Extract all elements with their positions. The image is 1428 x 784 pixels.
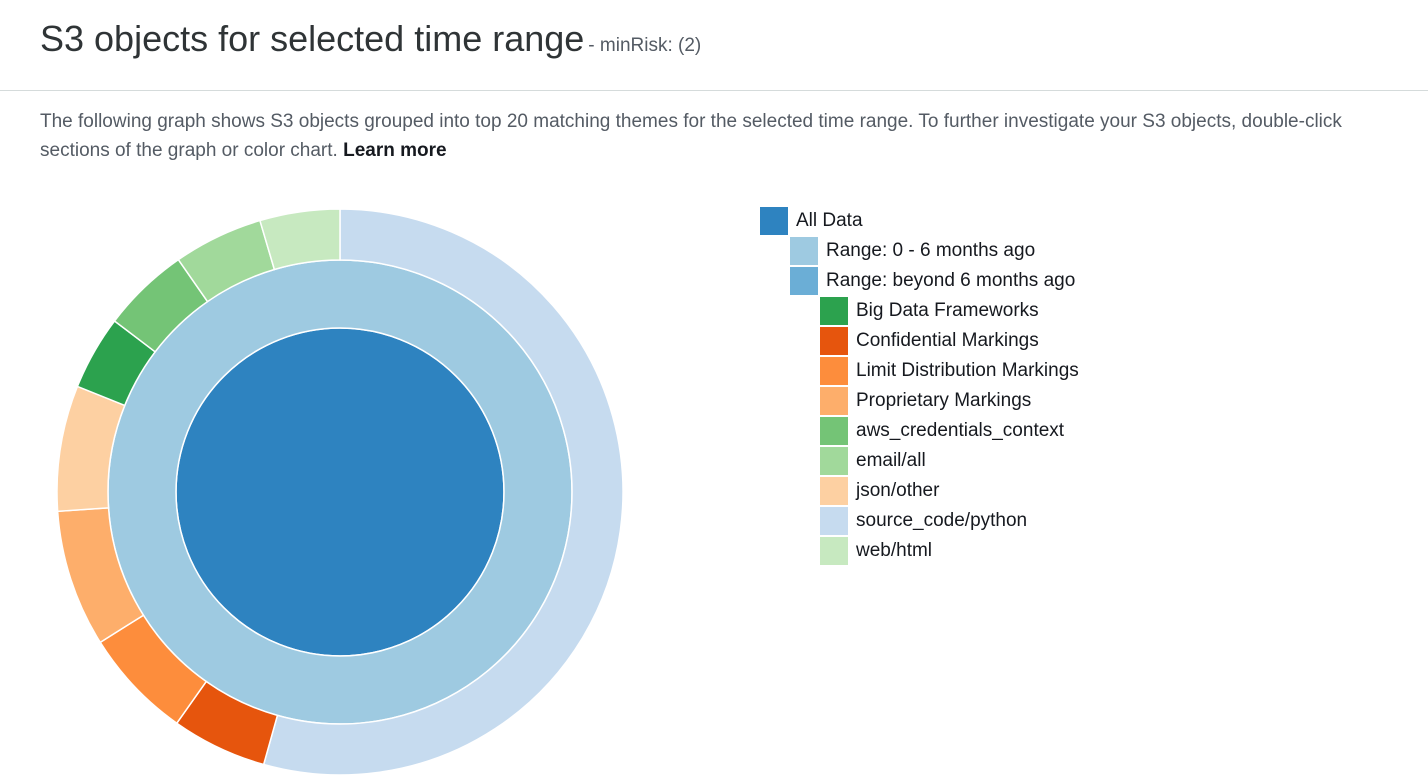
legend-label: email/all bbox=[856, 450, 926, 471]
title-text: S3 objects for selected time range bbox=[40, 18, 585, 59]
legend-item-web-html[interactable]: web/html bbox=[820, 537, 932, 565]
legend-item-range-beyond-6-months-ago[interactable]: Range: beyond 6 months ago bbox=[790, 267, 1075, 295]
min-risk-subtitle: - minRisk: (2) bbox=[588, 35, 702, 56]
legend-item-all-data[interactable]: All Data bbox=[760, 207, 863, 235]
legend-swatch bbox=[790, 237, 818, 265]
page-title: S3 objects for selected time range - minR… bbox=[40, 18, 701, 60]
legend-item-source-code-python[interactable]: source_code/python bbox=[820, 507, 1027, 535]
legend-label: Limit Distribution Markings bbox=[856, 360, 1079, 381]
legend-label: Big Data Frameworks bbox=[856, 300, 1039, 321]
legend-swatch bbox=[820, 387, 848, 415]
sunburst-chart[interactable] bbox=[0, 190, 680, 784]
sunburst-segment-web-html[interactable] bbox=[259, 208, 341, 271]
legend-item-range-0-6-months-ago[interactable]: Range: 0 - 6 months ago bbox=[790, 237, 1035, 265]
legend-label: aws_credentials_context bbox=[856, 420, 1065, 441]
legend-label: Range: beyond 6 months ago bbox=[826, 270, 1076, 291]
legend-item-proprietary-markings[interactable]: Proprietary Markings bbox=[820, 387, 1031, 415]
legend-label: json/other bbox=[856, 480, 940, 501]
legend-swatch bbox=[820, 507, 848, 535]
legend-swatch bbox=[820, 417, 848, 445]
legend-label: Proprietary Markings bbox=[856, 390, 1032, 411]
sunburst-segment-all-data[interactable] bbox=[175, 327, 505, 657]
legend-swatch bbox=[820, 297, 848, 325]
legend-label: All Data bbox=[796, 210, 863, 231]
legend-swatch bbox=[760, 207, 788, 235]
legend-label: source_code/python bbox=[856, 510, 1028, 531]
legend-item-aws-credentials-context[interactable]: aws_credentials_context bbox=[820, 417, 1064, 445]
legend-label: Range: 0 - 6 months ago bbox=[826, 240, 1036, 261]
legend-swatch bbox=[820, 357, 848, 385]
page-header: S3 objects for selected time range - minR… bbox=[0, 0, 1428, 91]
legend-item-limit-distribution-markings[interactable]: Limit Distribution Markings bbox=[820, 357, 1079, 385]
chart-description: The following graph shows S3 objects gro… bbox=[40, 107, 1410, 165]
legend-item-json-other[interactable]: json/other bbox=[820, 477, 939, 505]
legend-swatch bbox=[790, 267, 818, 295]
legend-item-big-data-frameworks[interactable]: Big Data Frameworks bbox=[820, 297, 1039, 325]
legend-label: Confidential Markings bbox=[856, 330, 1039, 351]
description-text: The following graph shows S3 objects gro… bbox=[40, 111, 1342, 161]
learn-more-link[interactable]: Learn more bbox=[343, 140, 447, 161]
legend-swatch bbox=[820, 477, 848, 505]
legend-label: web/html bbox=[856, 540, 933, 561]
legend-item-email-all[interactable]: email/all bbox=[820, 447, 926, 475]
sunburst-segment-source-code-python[interactable] bbox=[262, 208, 624, 776]
legend-swatch bbox=[820, 537, 848, 565]
legend-swatch bbox=[820, 447, 848, 475]
legend-item-confidential-markings[interactable]: Confidential Markings bbox=[820, 327, 1039, 355]
legend-swatch bbox=[820, 327, 848, 355]
